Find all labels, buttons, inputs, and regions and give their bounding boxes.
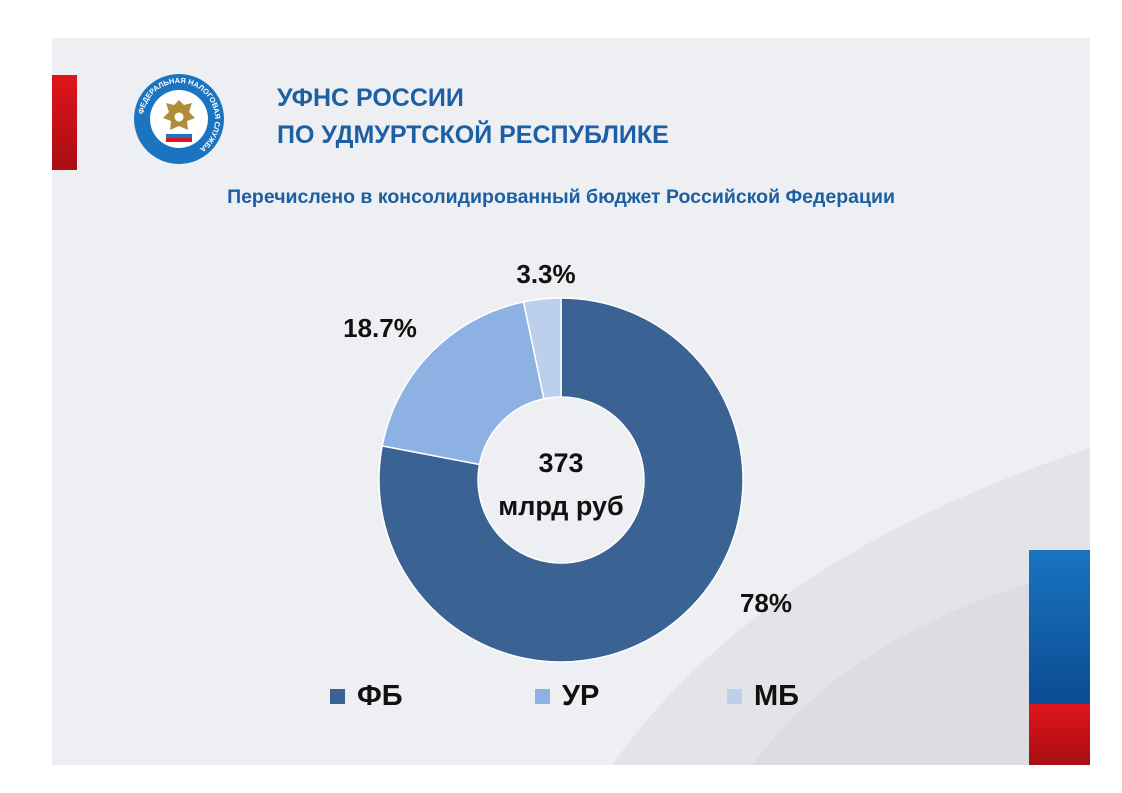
slice-value-label-2: 18.7%: [343, 313, 417, 343]
header-title-line1: УФНС РОССИИ: [277, 84, 464, 112]
blue-accent-bar-right: [1029, 550, 1090, 704]
legend-swatch: [535, 689, 550, 704]
slice-value-label-3: 3.3%: [516, 259, 575, 289]
legend-item-3: МБ: [727, 680, 799, 713]
chart-legend: ФБ УР МБ: [0, 680, 1122, 720]
donut-slice-2: [381, 301, 545, 466]
fns-emblem-icon: ФЕДЕРАЛЬНАЯ НАЛОГОВАЯ СЛУЖБА: [134, 74, 224, 164]
red-accent-bar-right: [1029, 704, 1090, 765]
legend-label: ФБ: [357, 680, 403, 712]
slice-value-label-1: 78%: [740, 588, 792, 618]
legend-item-1: ФБ: [330, 680, 403, 713]
donut-slice-1: [378, 297, 744, 663]
center-unit: млрд руб: [498, 491, 623, 521]
donut-slice-3: [522, 297, 562, 400]
legend-item-2: УР: [535, 680, 599, 713]
legend-label: УР: [562, 680, 600, 712]
header-title-line2: ПО УДМУРТСКОЙ РЕСПУБЛИКЕ: [277, 121, 669, 149]
chart-title: Перечислено в консолидированный бюджет Р…: [227, 186, 895, 208]
background-swoosh: [612, 448, 1090, 765]
red-accent-bar-left: [52, 75, 77, 170]
center-value: 373: [538, 448, 583, 478]
legend-swatch: [727, 689, 742, 704]
legend-label: МБ: [754, 680, 800, 712]
legend-swatch: [330, 689, 345, 704]
